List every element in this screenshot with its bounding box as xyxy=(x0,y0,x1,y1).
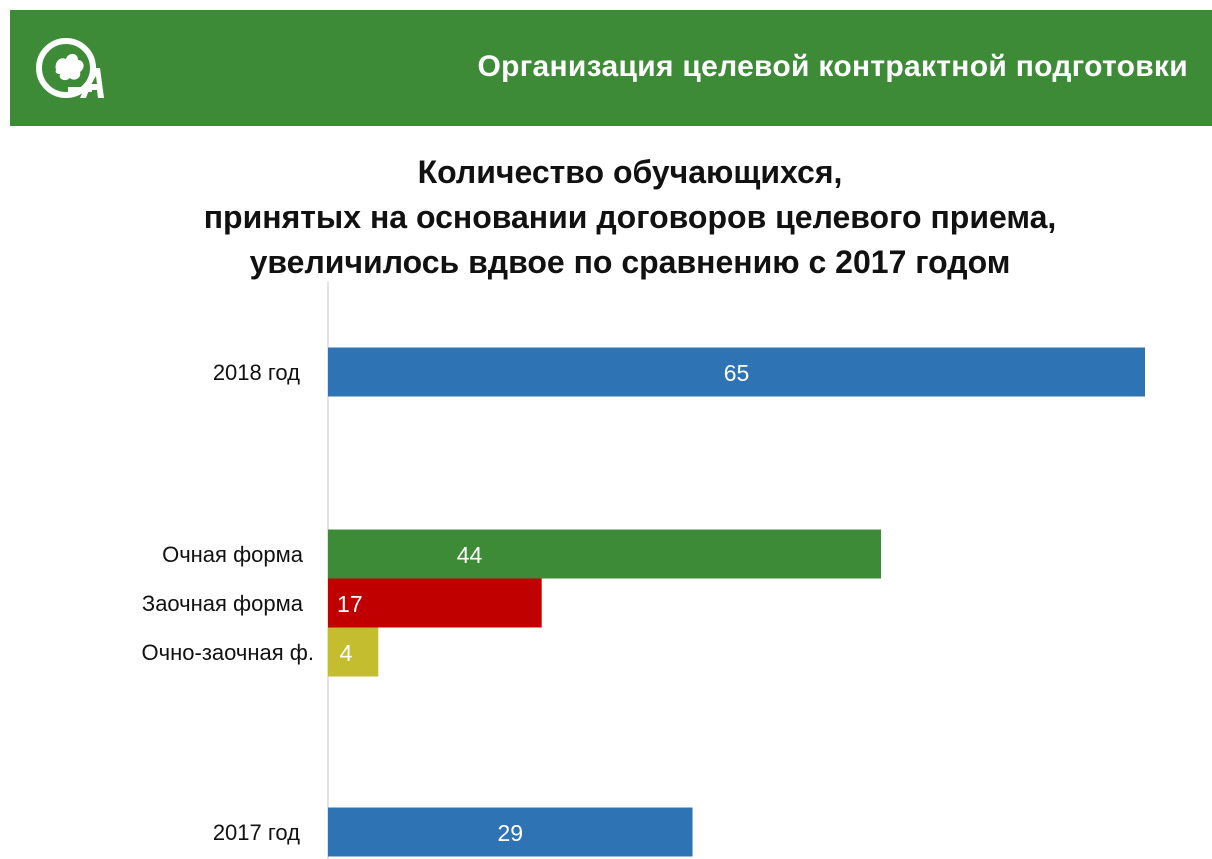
category-label-4: Очно-заочная ф. xyxy=(142,640,314,665)
value-label-1: 65 xyxy=(724,360,750,386)
value-label-4: 4 xyxy=(340,640,353,666)
chart-title-line-3: увеличилось вдвое по сравнению с 2017 го… xyxy=(249,244,1011,280)
header-bar: Организация целевой контрактной подготов… xyxy=(10,10,1212,126)
value-label-5: 29 xyxy=(497,820,523,846)
value-label-2: 44 xyxy=(457,542,483,568)
category-label-1: 2018 год xyxy=(213,360,300,385)
chart-title: Количество обучающихся, принятых на осно… xyxy=(0,150,1212,285)
bar-3 xyxy=(328,578,542,628)
value-label-3: 17 xyxy=(337,591,363,617)
bar-1 xyxy=(328,347,1145,397)
chart-title-line-2: принятых на основании договоров целевого… xyxy=(203,199,1057,235)
bar-2 xyxy=(328,529,882,579)
category-label-5: 2017 год xyxy=(213,820,300,845)
organization-logo xyxy=(36,38,104,98)
bar-5 xyxy=(328,807,693,857)
category-label-2: Очная форма xyxy=(162,542,304,567)
bar-4 xyxy=(328,627,379,677)
category-label-3: Заочная форма xyxy=(142,591,304,616)
chart-title-line-1: Количество обучающихся, xyxy=(417,154,843,190)
header-title: Организация целевой контрактной подготов… xyxy=(477,50,1188,83)
